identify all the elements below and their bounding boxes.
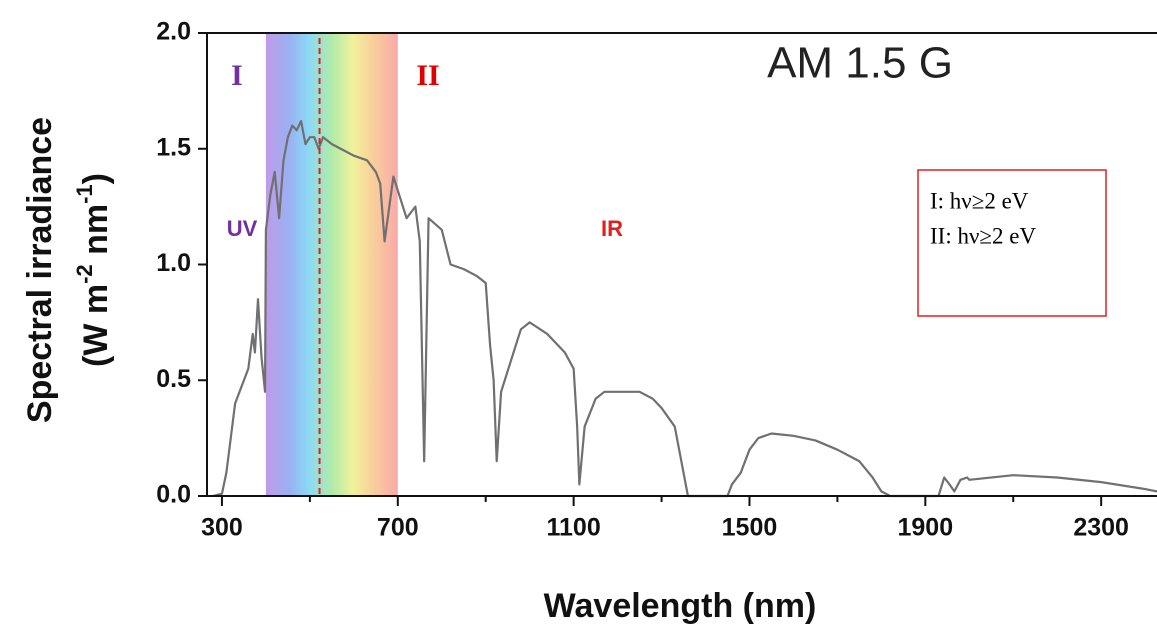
x-tick-label: 2300 — [1073, 514, 1129, 542]
annotation: II — [416, 59, 439, 92]
annotation: AM 1.5 G — [767, 39, 953, 88]
annotation: IR — [601, 216, 623, 241]
x-tick-label: 1100 — [547, 514, 601, 542]
x-tick-label: 300 — [201, 514, 243, 542]
legend-text: II: hν≥2 eV — [930, 223, 1036, 248]
y-tick-label: 2.0 — [156, 18, 191, 46]
legend-text: I: hν≥2 eV — [930, 188, 1029, 213]
y-tick-label: 1.0 — [156, 249, 191, 277]
y-axis-label: Spectral irradiance — [21, 117, 59, 423]
x-tick-label: 1500 — [722, 514, 778, 542]
y-tick-label: 0.5 — [156, 365, 191, 393]
visible-band — [265, 33, 398, 496]
y-axis-units: (W m-2 nm-1) — [72, 173, 115, 367]
annotation: I — [231, 59, 243, 92]
spectrum-line — [212, 119, 1157, 498]
x-axis-label: Wavelength (nm) — [544, 587, 817, 625]
legend-box — [917, 169, 1107, 317]
y-tick-label: 0.0 — [156, 481, 191, 509]
annotation: UV — [227, 216, 258, 241]
x-tick-label: 700 — [377, 514, 419, 542]
x-tick-label: 1900 — [898, 514, 954, 542]
y-tick-label: 1.5 — [156, 133, 191, 161]
